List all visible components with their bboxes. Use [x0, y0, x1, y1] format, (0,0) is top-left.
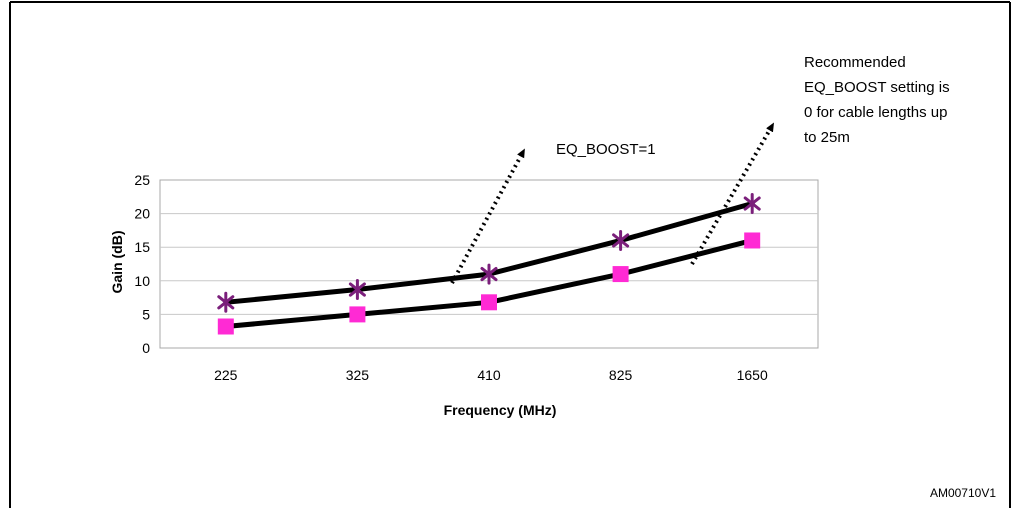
x-tick-label: 225 [214, 367, 238, 383]
y-tick-label: 20 [134, 206, 150, 222]
boost1-annotation-text: EQ_BOOST=1 [556, 141, 656, 158]
square-marker [481, 294, 497, 311]
x-tick-label: 325 [346, 367, 370, 383]
square-marker [612, 266, 629, 283]
asterisk-marker [480, 263, 498, 285]
y-tick-label: 15 [134, 239, 150, 255]
boost1-arrow [450, 148, 525, 284]
y-axis-title: Gain (dB) [109, 231, 125, 294]
asterisk-marker [743, 193, 761, 215]
y-tick-label: 10 [134, 273, 150, 289]
y-tick-labels: 0 5 10 15 20 25 [134, 172, 150, 356]
series-layer [217, 193, 761, 335]
y-tick-label: 25 [134, 172, 150, 188]
figure-code: AM00710V1 [930, 486, 996, 500]
x-tick-labels: 225 325 410 825 1650 [214, 367, 768, 383]
x-tick-label: 410 [477, 367, 501, 383]
boost0-annotation-line-1: Recommended [804, 54, 906, 71]
square-marker [744, 232, 761, 249]
boost0-annotation-line-2: EQ_BOOST setting is [804, 79, 950, 96]
square-marker [217, 318, 234, 335]
asterisk-marker [348, 279, 366, 301]
boost0-annotation-line-4: to 25m [804, 129, 850, 146]
square-marker [349, 306, 366, 323]
x-tick-label: 1650 [737, 367, 768, 383]
gain-vs-frequency-chart: 0 5 10 15 20 25 225 325 410 825 1650 Frequency (M… [109, 172, 819, 418]
x-tick-label: 825 [609, 367, 633, 383]
boost0-annotation-line-3: 0 for cable lengths up [804, 104, 947, 121]
y-tick-label: 5 [142, 306, 150, 322]
boost0-arrow [690, 122, 775, 266]
y-tick-label: 0 [142, 340, 150, 356]
asterisk-marker [612, 229, 630, 251]
asterisk-marker [217, 291, 235, 313]
x-axis-title: Frequency (MHz) [444, 402, 557, 418]
